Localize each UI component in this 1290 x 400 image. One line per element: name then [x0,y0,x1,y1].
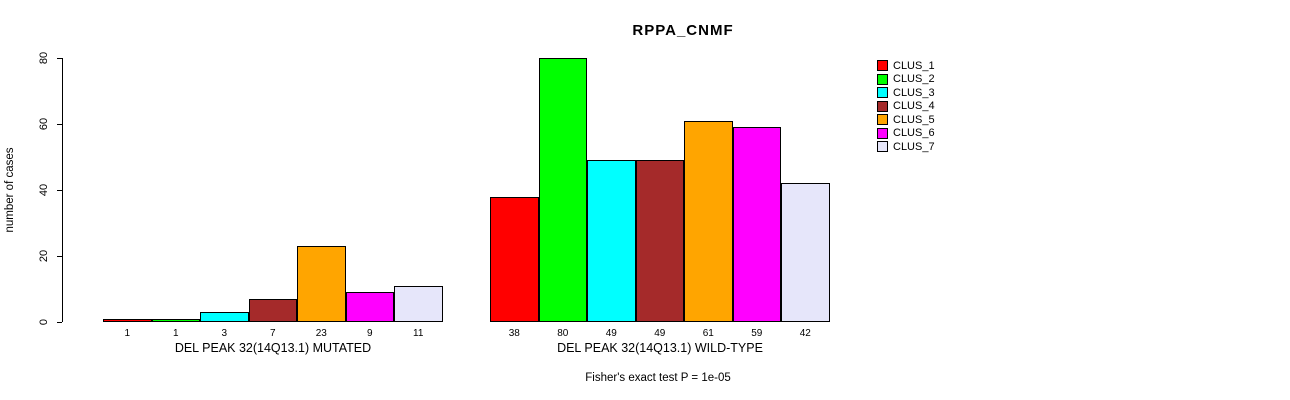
bar-value-label: 11 [413,328,424,339]
bar-value-label: 1 [124,328,131,339]
bar-clus_3 [200,312,249,322]
legend-label: CLUS_1 [893,59,935,72]
legend-item-clus_5: CLUS_5 [877,113,935,127]
bar-clus_2 [151,318,200,322]
legend-item-clus_2: CLUS_2 [877,73,935,87]
bar-value-label: 42 [799,328,811,339]
y-tick-mark [57,190,62,191]
y-tick-mark [57,256,62,257]
y-tick-label: 60 [38,117,50,131]
legend-item-clus_6: CLUS_6 [877,127,935,141]
legend-swatch-icon [877,141,888,153]
caption-fishers-test: Fisher's exact test P = 1e-05 [585,372,731,384]
chart-title: RPPA_CNMF [632,22,734,39]
bar-value-label: 3 [221,328,228,339]
bar-clus_3 [587,160,636,322]
bar-clus_6 [732,127,781,322]
legend-item-clus_4: CLUS_4 [877,100,935,114]
bar-clus_4 [635,160,684,322]
y-tick-mark [57,124,62,125]
bar-clus_4 [248,298,297,322]
bar-value-label: 61 [702,328,714,339]
bar-clus_5 [297,246,346,322]
bar-value-label: 80 [557,328,569,339]
bar-value-label: 59 [751,328,763,339]
legend-label: CLUS_4 [893,100,935,113]
legend-label: CLUS_6 [893,127,935,140]
legend-item-clus_3: CLUS_3 [877,86,935,100]
bar-value-label: 1 [172,328,179,339]
legend-swatch-icon [877,127,888,139]
legend-label: CLUS_3 [893,86,935,99]
y-tick-label: 0 [38,318,50,326]
legend-label: CLUS_5 [893,113,935,126]
legend-swatch-icon [877,60,888,72]
legend-item-clus_1: CLUS_1 [877,59,935,73]
bar-clus_1 [103,318,152,322]
bar-clus_2 [538,58,587,322]
legend-item-clus_7: CLUS_7 [877,140,935,154]
bar-clus_7 [781,183,830,322]
bar-value-label: 49 [654,328,666,339]
bar-value-label: 38 [508,328,520,339]
group-label-wild-type: DEL PEAK 32(14Q13.1) WILD-TYPE [557,341,763,355]
bar-clus_1 [490,196,539,322]
bar-clus_5 [684,120,733,322]
y-tick-label: 40 [38,183,50,197]
y-tick-mark [57,58,62,59]
bar-clus_7 [394,285,443,322]
y-tick-label: 80 [38,51,50,65]
bar-value-label: 7 [269,328,276,339]
y-axis-title: number of cases [4,147,16,233]
legend-swatch-icon [877,114,888,126]
legend-label: CLUS_7 [893,140,935,153]
y-tick-mark [57,322,62,323]
legend-swatch-icon [877,100,888,112]
bar-value-label: 49 [605,328,617,339]
y-tick-label: 20 [38,249,50,263]
legend-swatch-icon [877,73,888,85]
group-label-mutated: DEL PEAK 32(14Q13.1) MUTATED [174,341,372,355]
legend-swatch-icon [877,87,888,99]
bar-value-label: 9 [366,328,373,339]
legend: CLUS_1 CLUS_2 CLUS_3 CLUS_4 CLUS_5 CLUS_6 CLUS… [877,59,935,154]
y-axis-line [62,58,63,322]
bar-value-label: 23 [315,328,327,339]
bar-clus_6 [345,292,394,322]
legend-label: CLUS_2 [893,73,935,86]
